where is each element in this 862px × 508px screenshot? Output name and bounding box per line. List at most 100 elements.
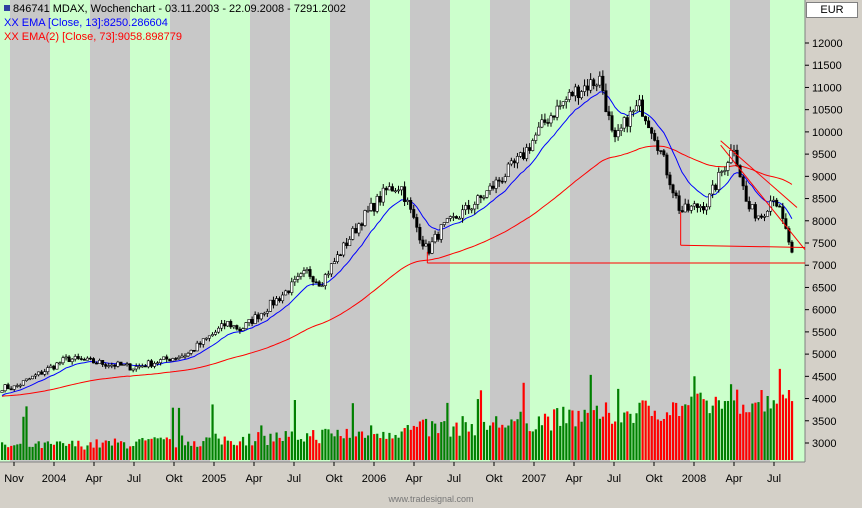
x-tick-label: Jul [287,473,301,485]
price-bar-body [134,366,138,370]
price-bar-body [570,91,574,97]
volume-bar [263,435,266,460]
price-bar-body [58,362,62,365]
price-bar-body [363,210,367,226]
volume-bar [598,418,601,460]
price-bar-body [540,119,544,128]
volume-bar [449,436,452,460]
y-tick-label: 9500 [812,149,836,161]
price-bar-body [247,319,251,323]
price-bar-body [439,224,443,240]
legend-ema13[interactable]: XX EMA [Close, 13]:8250.286604 [4,17,168,30]
volume-bar [711,405,714,460]
price-bar-body [708,193,712,208]
price-bar-body [528,147,532,151]
price-bar-body [531,140,535,151]
volume-bar [537,416,540,460]
price-bar-body [701,206,705,211]
volume-bar [278,437,281,460]
trendline-down [720,140,798,208]
price-bar-body [378,195,382,203]
price-bar-body [567,91,571,100]
price-bar-body [461,209,465,219]
price-bar-body [140,365,144,368]
volume-bar [342,438,345,460]
legend-ema73[interactable]: XX EMA(2) [Close, 73]:9058.898779 [4,31,182,44]
price-bar-body [698,206,702,208]
volume-bar [360,431,364,460]
period-band [170,0,210,462]
volume-bar [769,408,772,460]
price-bar-body [52,365,56,370]
price-bar-body [772,199,776,202]
trendline-channel [720,144,806,250]
volume-bar [65,445,68,460]
price-bar-body [387,186,391,191]
period-band [90,0,130,462]
volume-bar [571,410,574,460]
price-bar-body [244,322,248,330]
volume-bar [525,423,528,460]
price-bar-body [207,335,211,339]
price-bar-body [555,105,559,118]
price-bar-body [381,187,385,203]
volume-bar [199,446,202,460]
price-bar-body [192,349,196,352]
trendline-low [680,244,806,248]
volume-bar [205,437,208,460]
price-bar-body [711,184,715,195]
legend-ema73-prefix: XX [4,31,19,43]
price-bar-body [314,281,318,284]
price-bar-body [43,371,47,375]
price-bar-body [653,133,657,141]
volume-bar [217,438,220,460]
volume-bar [443,421,446,460]
price-bar-body [750,204,754,210]
volume-bar [678,416,681,460]
period-band [250,0,290,462]
volume-bar [635,413,638,460]
y-tick-label: 11000 [812,82,842,94]
volume-bar [379,438,382,460]
y-tick-label: 8000 [812,216,836,228]
volume-bar [708,413,711,460]
volume-bar [684,404,687,460]
volume-bar [101,442,104,460]
y-tick-label: 7000 [812,260,836,272]
price-bar-body [64,356,68,359]
price-bar-body [637,99,641,107]
price-bar-body [70,358,74,362]
ema13-line [1,91,793,396]
period-band [10,0,50,462]
volume-bar [214,433,217,460]
volume-bar [546,416,550,460]
price-bar-body [0,390,4,393]
price-bar-body [464,205,468,211]
price-bar-body [415,217,419,228]
price-bar-body [683,203,687,213]
price-bar-body [601,75,605,91]
volume-bar [315,439,318,460]
price-bar-body [491,185,495,189]
price-bar-body [631,110,635,113]
price-bar-body [6,384,10,390]
price-bar-body [67,356,71,362]
volume-bar [790,401,794,460]
price-bar-body [512,160,516,164]
volume-bar [565,423,568,460]
volume-bar [784,398,788,460]
price-bar-body [323,274,327,286]
volume-bar [83,449,86,460]
volume-bar [550,430,553,460]
volume-bar [617,388,620,460]
volume-bar [455,422,458,460]
price-bar-body [522,152,526,159]
volume-bar [107,441,110,460]
price-bar-body [125,363,129,366]
volume-bar [55,441,59,460]
price-bar-body [738,165,742,178]
volume-bar [516,419,519,460]
price-bar-body [671,184,675,194]
price-bar-body [30,375,34,380]
price-bar-body [735,149,739,166]
